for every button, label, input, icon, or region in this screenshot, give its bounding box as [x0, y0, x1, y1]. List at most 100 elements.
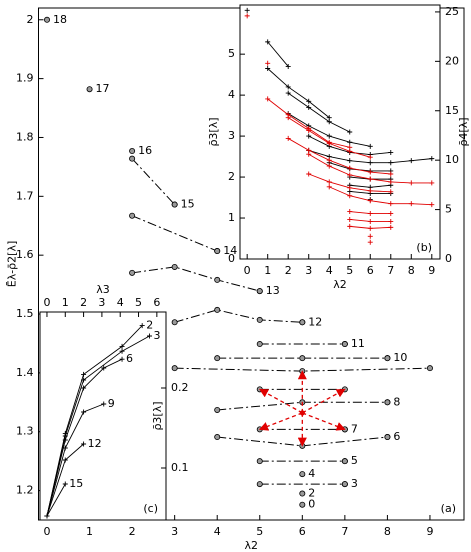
arrow-origin [299, 410, 305, 416]
point-label: 3 [351, 477, 358, 490]
x-tick-label: 0 [244, 264, 251, 277]
plus-marker [347, 223, 353, 229]
point [214, 406, 221, 413]
plus-marker [265, 66, 271, 71]
labeled-point [129, 148, 136, 155]
point [256, 458, 263, 465]
plus-marker [101, 365, 107, 371]
plus-marker [101, 401, 107, 407]
plus-marker [119, 348, 125, 354]
plus-marker [367, 225, 373, 231]
plus-marker [388, 201, 394, 207]
plus-marker [244, 13, 250, 19]
panel-label: (a) [441, 502, 456, 515]
point [256, 481, 263, 488]
plus-marker [285, 84, 291, 90]
plus-marker [81, 377, 87, 383]
y-tick-label: 1 [228, 211, 235, 224]
y-tick-label: 1.3 [16, 425, 34, 438]
point-label: 5 [351, 454, 358, 467]
plus-marker [326, 119, 332, 125]
plus-marker [408, 158, 414, 164]
y-tick-label: 1.9 [16, 72, 34, 85]
x-tick-label: 9 [428, 264, 435, 277]
plus-marker [285, 90, 291, 96]
point-label: 15 [181, 198, 195, 211]
point-label: 18 [53, 13, 67, 26]
dash-dot-line [174, 309, 303, 323]
plus-marker [147, 333, 153, 339]
series-line [267, 68, 330, 119]
plus-marker [265, 96, 271, 102]
plus-marker [62, 481, 68, 487]
y2-axis-label: ρ̄3[λ] [151, 401, 164, 430]
x-tick-label: 8 [408, 264, 415, 277]
plus-marker [388, 171, 394, 177]
inset-background [40, 312, 166, 520]
y-tick-label: 5 [228, 47, 235, 60]
labeled-point [299, 471, 306, 478]
point [256, 341, 263, 348]
point [129, 155, 136, 162]
x-tick-label: 6 [153, 296, 160, 309]
plus-marker [367, 154, 373, 160]
plus-marker [81, 441, 87, 447]
plus-marker [347, 165, 353, 171]
x-tick-label: 8 [384, 525, 391, 538]
series-line [287, 138, 391, 175]
y-tick-label: 1.6 [16, 248, 34, 261]
x-tick-label: 2 [80, 296, 87, 309]
y-tick-label: 3 [228, 129, 235, 142]
y-tick-label: 2 [228, 170, 235, 183]
point [171, 365, 178, 372]
y-tick-label: 2 [27, 13, 34, 26]
plus-marker [367, 198, 373, 204]
labeled-point [341, 481, 348, 488]
x-axis-label: λ2 [333, 278, 347, 291]
y-axis-label: ρ̄3[λ] [207, 117, 220, 146]
arrow [302, 412, 346, 431]
x-tick-label: 5 [135, 296, 142, 309]
series-line [329, 186, 432, 206]
plus-marker [429, 180, 435, 186]
plus-marker [81, 409, 87, 415]
x-tick-label: 3 [171, 525, 178, 538]
plus-marker [62, 445, 68, 451]
plus-marker [429, 202, 435, 208]
y2-tick-label: 20 [445, 54, 459, 67]
plus-marker [347, 139, 353, 145]
plus-marker [347, 129, 353, 135]
plus-marker [244, 7, 250, 13]
plus-marker [347, 209, 353, 215]
labeled-point [171, 201, 178, 208]
labeled-point [384, 434, 391, 441]
y2-tick-label: 0 [445, 252, 452, 265]
plus-marker [367, 176, 373, 182]
x-tick-label: 9 [426, 525, 433, 538]
plus-marker [306, 151, 312, 157]
series-end-label: 6 [126, 352, 133, 365]
point-label: 6 [393, 430, 400, 443]
plus-marker [367, 188, 373, 194]
plus-marker [388, 160, 394, 166]
point-label: 2 [308, 487, 315, 500]
plus-marker [306, 128, 312, 134]
plus-marker [367, 143, 373, 149]
plus-marker [367, 211, 373, 217]
point [171, 263, 178, 270]
x-tick-label: 3 [305, 264, 312, 277]
plus-marker [367, 218, 373, 224]
plus-marker [306, 171, 312, 177]
labeled-point [299, 501, 306, 508]
point-label: 0 [308, 498, 315, 511]
labeled-point [214, 248, 221, 255]
series-end-label: 2 [146, 319, 153, 332]
x-tick-label: 5 [256, 525, 263, 538]
x-tick-label: 7 [341, 525, 348, 538]
plus-marker [326, 163, 332, 169]
point-label: 11 [351, 337, 365, 350]
series-line [46, 483, 66, 517]
y2-axis-label: ρ̄4[λ] [457, 117, 470, 146]
y-tick-label: 4 [228, 88, 235, 101]
